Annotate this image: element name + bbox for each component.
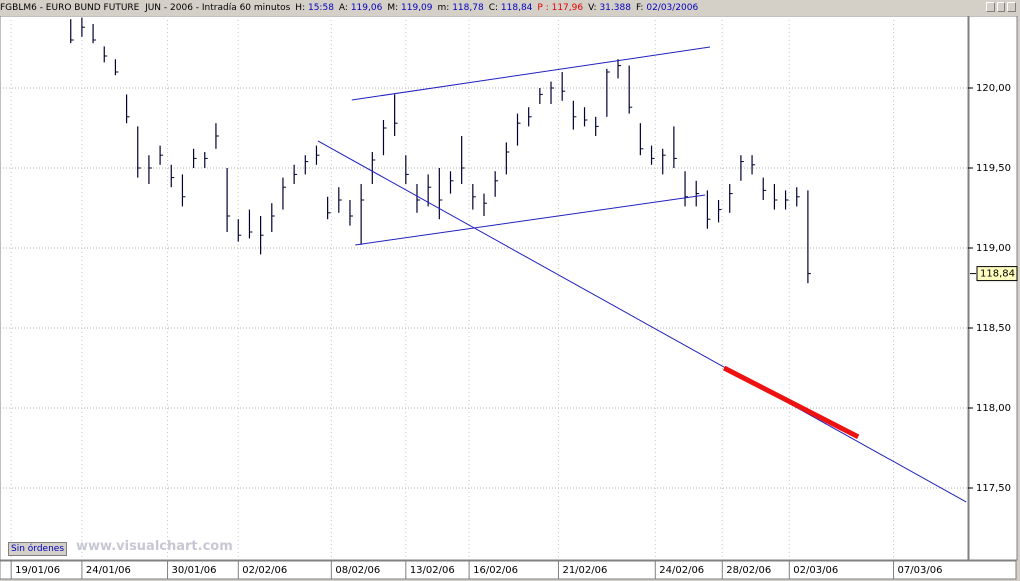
field-value: 118,84 bbox=[500, 3, 533, 13]
y-tick-label: 119,50 bbox=[976, 163, 1011, 174]
field-label: A: bbox=[338, 3, 348, 13]
field-value: 31.388 bbox=[599, 3, 631, 13]
x-tick-label: 13/02/06 bbox=[410, 565, 455, 576]
field-label: C: bbox=[488, 3, 499, 13]
x-tick-label: 19/01/06 bbox=[15, 565, 60, 576]
x-tick-label: 28/02/06 bbox=[726, 565, 771, 576]
minimize[interactable] bbox=[986, 2, 995, 12]
window-buttons[interactable] bbox=[986, 2, 1017, 13]
x-axis-strip bbox=[0, 560, 1017, 580]
trendline bbox=[722, 365, 860, 440]
x-tick-label: 21/02/06 bbox=[562, 565, 607, 576]
field-label: m: bbox=[437, 3, 450, 13]
field-value: 119,09 bbox=[401, 3, 433, 13]
y-tick-label: 118,00 bbox=[976, 403, 1011, 414]
chart: 117,50 118,00 118,50 119,00 119,50 120,00 19/0… bbox=[0, 16, 1018, 580]
header: FGBLM6 - EURO BUND FUTURE JUN - 2006 - I… bbox=[0, 0, 1020, 16]
x-tick-label: 08/02/06 bbox=[335, 565, 380, 576]
field-label: V: bbox=[588, 3, 597, 13]
y-tick-label: 120,00 bbox=[976, 83, 1011, 94]
field-value: 15:58 bbox=[307, 3, 334, 13]
x-tick-label: 02/02/06 bbox=[242, 565, 287, 576]
x-tick-label: 16/02/06 bbox=[473, 565, 518, 576]
close[interactable] bbox=[1007, 2, 1017, 12]
x-tick-label: 30/01/06 bbox=[172, 565, 217, 576]
field-label: H: bbox=[295, 3, 306, 13]
x-tick-label: 02/03/06 bbox=[793, 565, 838, 576]
field-label: M: bbox=[387, 3, 399, 13]
orders-button[interactable]: Sin órdenes bbox=[8, 542, 68, 556]
plot-area bbox=[0, 16, 969, 561]
field-value: 02/03/2006 bbox=[646, 3, 699, 13]
trendline bbox=[355, 194, 706, 246]
field-value: 119,06 bbox=[350, 3, 383, 13]
field-label: F: bbox=[635, 3, 644, 13]
trendline bbox=[317, 140, 967, 503]
header-title: FGBLM6 - EURO BUND FUTURE JUN - 2006 - I… bbox=[0, 3, 291, 13]
y-tick-label: 118,50 bbox=[976, 323, 1011, 334]
field-value: 117,96 bbox=[551, 3, 584, 13]
y-tick-label: 117,50 bbox=[976, 483, 1011, 494]
x-tick-label: 07/03/06 bbox=[898, 565, 943, 576]
maximize[interactable] bbox=[996, 2, 1006, 12]
last-price-box bbox=[976, 266, 1018, 282]
y-axis-panel bbox=[968, 16, 1018, 561]
field-label: P : bbox=[537, 3, 549, 13]
x-tick-label: 24/02/06 bbox=[659, 565, 704, 576]
x-tick-label: 24/01/06 bbox=[86, 565, 131, 576]
y-tick-label: 119,00 bbox=[976, 243, 1011, 254]
website-watermark: www.visualchart.com bbox=[76, 539, 233, 554]
field-value: 118,78 bbox=[452, 3, 484, 13]
trendline bbox=[351, 46, 711, 101]
last-price-label: 118,84 bbox=[980, 269, 1015, 280]
